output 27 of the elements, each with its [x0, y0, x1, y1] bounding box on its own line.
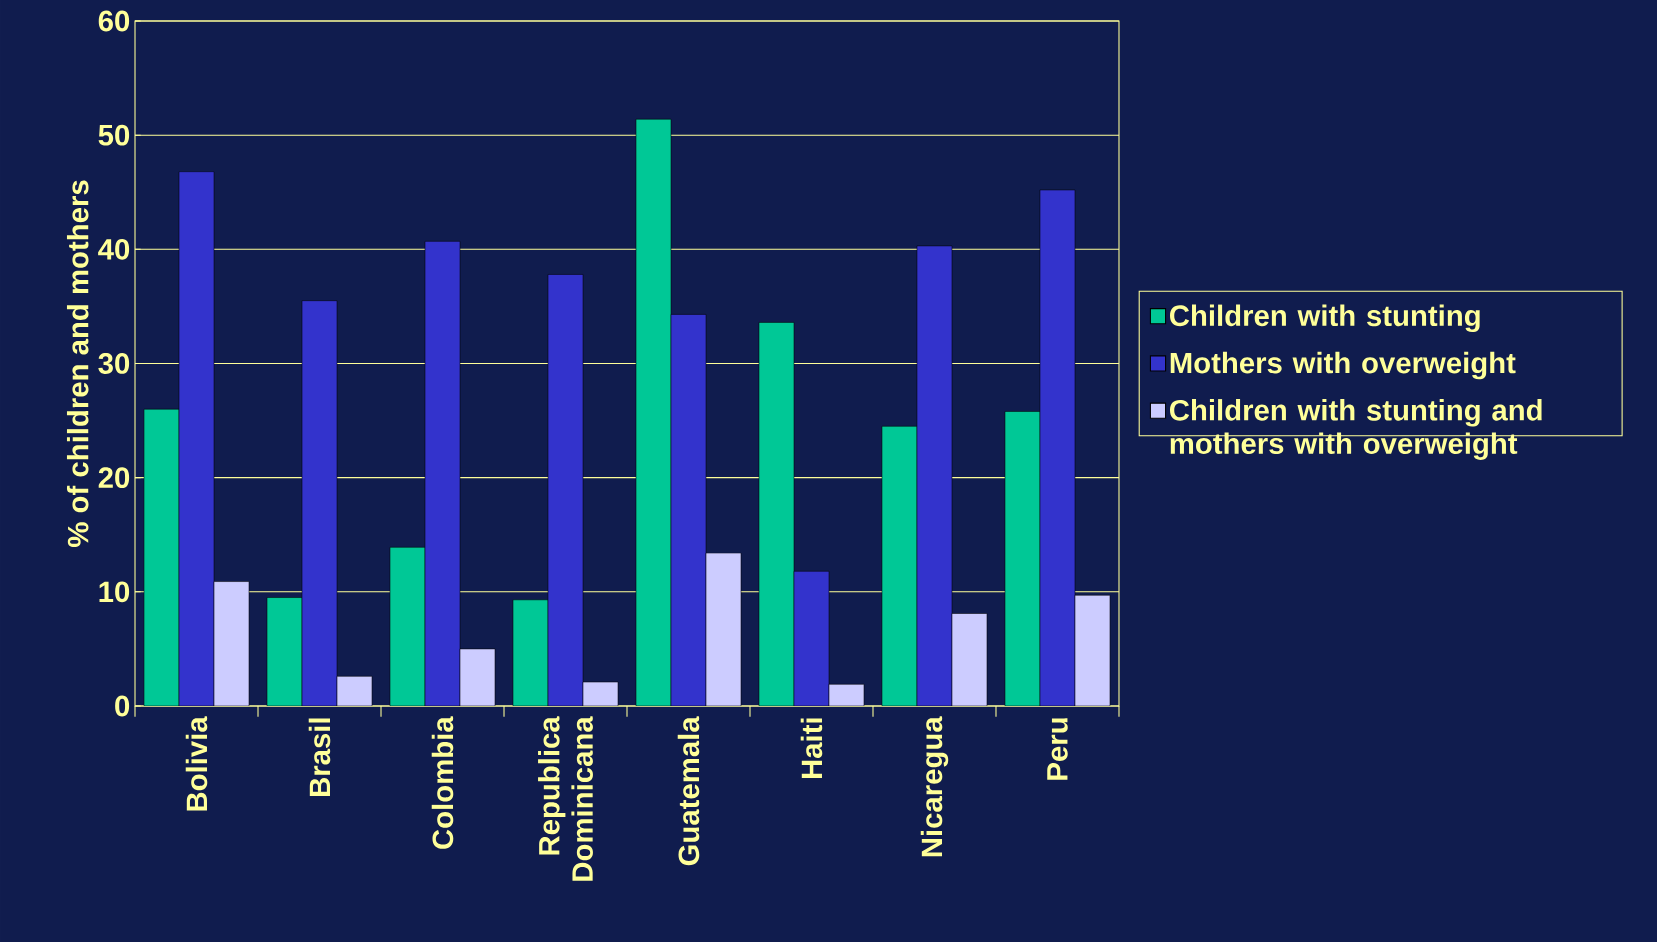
y-tick-label: 40 — [98, 238, 130, 260]
y-tick-label: 60 — [98, 10, 130, 32]
x-tick-label: Haiti — [800, 718, 823, 778]
bar — [758, 322, 795, 706]
bar — [389, 547, 426, 706]
bar — [881, 426, 918, 706]
x-tick-label: Nicaregua — [920, 716, 949, 857]
bar — [266, 597, 303, 706]
y-axis-title: % of children and mothers — [66, 180, 89, 547]
legend-label: Children with stunting and mothers with overweight — [1170, 399, 1542, 460]
x-tick-label: Guatemala — [677, 716, 700, 866]
bar — [1004, 411, 1041, 706]
x-tick-label: Republica Dominicana — [538, 716, 593, 881]
legend-label: Mothers with overweight — [1170, 351, 1516, 380]
bar — [635, 118, 672, 706]
y-tick-label: 30 — [98, 353, 130, 374]
y-tick-label: 50 — [98, 124, 130, 146]
y-tick-label: 10 — [99, 581, 130, 603]
y-tick-label: 20 — [98, 467, 130, 489]
legend-label: Children with stunting — [1170, 304, 1480, 333]
x-tick-label: Bolivia — [185, 716, 208, 811]
x-tick-label: Brasil — [308, 718, 331, 796]
x-tick-label: Peru — [1047, 718, 1068, 780]
x-tick-label: Colombia — [431, 716, 454, 849]
bar — [512, 599, 549, 706]
y-tick-label: 0 — [115, 695, 130, 717]
bar — [143, 408, 180, 706]
